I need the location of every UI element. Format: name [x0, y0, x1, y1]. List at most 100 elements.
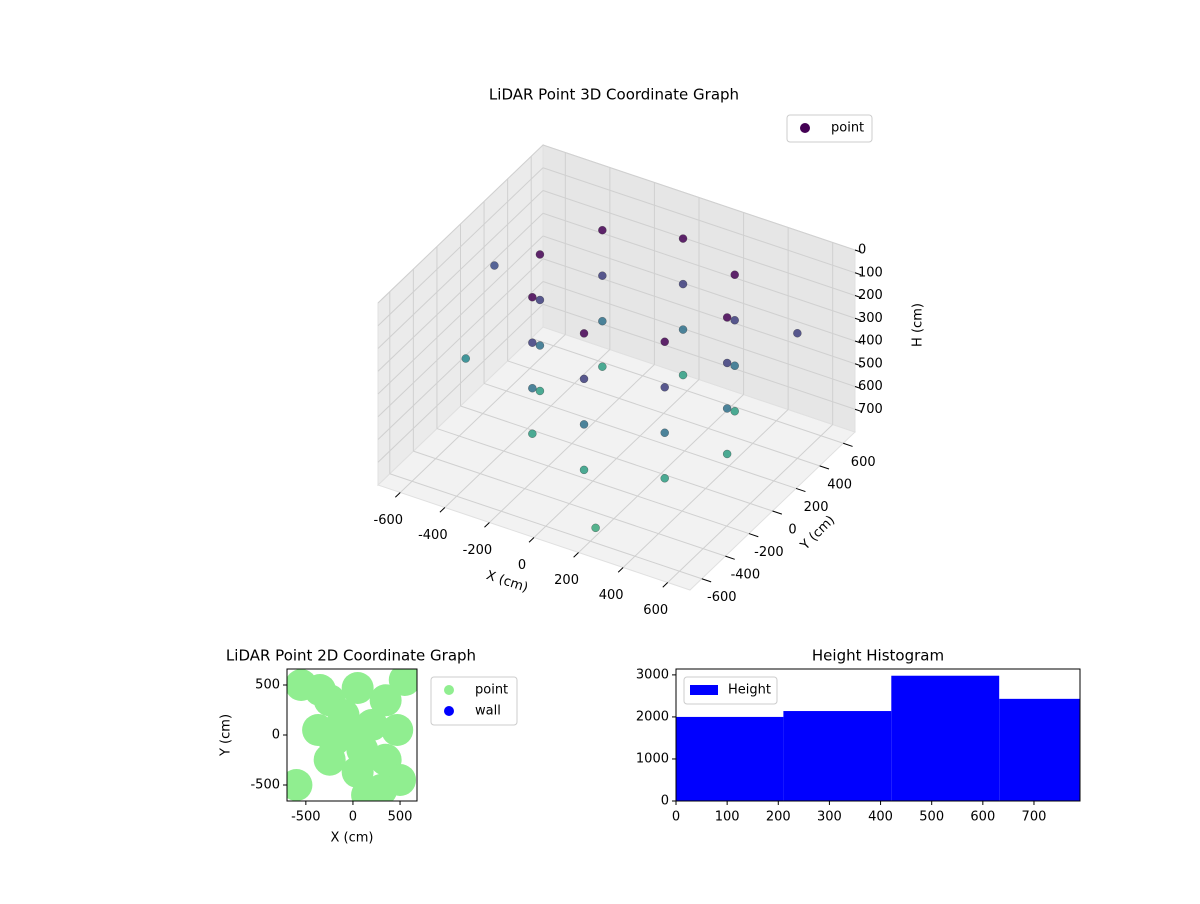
x-tick [394, 492, 401, 498]
legend-label: point [475, 683, 508, 698]
bar [676, 716, 784, 801]
y-tick-label: 0 [272, 728, 280, 743]
point [722, 404, 732, 413]
x-tick [617, 567, 624, 573]
point [388, 669, 417, 696]
point [660, 383, 669, 392]
x-tick [484, 522, 490, 528]
grid-line [542, 144, 856, 251]
point [730, 361, 739, 370]
legend-box [786, 114, 873, 143]
point [341, 672, 374, 704]
z-tick-label: 0 [858, 243, 866, 258]
x-tick-label: 0 [349, 810, 357, 825]
point [528, 293, 537, 302]
axes-frame [675, 668, 1081, 802]
y-tick-label: 600 [851, 455, 876, 470]
point [660, 474, 669, 483]
y-tick-label: 1000 [636, 751, 669, 766]
point [535, 341, 545, 350]
point [528, 429, 537, 438]
point [369, 684, 402, 717]
x-tick-label: 200 [766, 810, 791, 825]
z-tick-label: 600 [858, 379, 883, 394]
bar [999, 698, 1080, 801]
x-tick [528, 537, 535, 543]
point [287, 769, 313, 801]
grid-line [377, 303, 544, 463]
y-tick-label: 0 [788, 523, 796, 538]
x-tick-label: -500 [291, 810, 321, 825]
z-tick [854, 249, 862, 253]
legend-label: Height [728, 683, 771, 698]
point [730, 316, 739, 325]
point [535, 386, 545, 396]
y-tick [843, 442, 853, 447]
legend-marker [800, 123, 810, 133]
grid-line [542, 167, 856, 274]
grid-line [377, 144, 544, 304]
grid-line [377, 281, 544, 440]
point [660, 337, 669, 346]
point [303, 674, 336, 706]
z-tick [854, 272, 862, 276]
grid-line [483, 382, 797, 489]
point [722, 313, 732, 322]
y-tick-label: 500 [255, 678, 280, 693]
grid-line [542, 212, 856, 319]
grid-line [389, 473, 702, 580]
z-tick [854, 317, 862, 321]
point [730, 407, 739, 416]
y-tick-label: -400 [731, 568, 761, 583]
grid-line [542, 258, 856, 365]
point [678, 325, 688, 334]
grid-line [413, 450, 726, 557]
x-tick-label: -200 [463, 543, 493, 558]
x-tick-label: 200 [554, 573, 579, 588]
point [528, 338, 537, 347]
x-tick-label: 500 [919, 810, 944, 825]
x-tick-label: 0 [518, 558, 526, 573]
x-tick [573, 552, 579, 558]
x-tick-label: 600 [970, 810, 995, 825]
grid-line [377, 258, 544, 418]
z-tick [854, 340, 862, 344]
y-tick-label: 400 [827, 477, 852, 492]
point [461, 354, 470, 363]
grid-line [377, 212, 544, 372]
y-tick-label: -600 [707, 590, 737, 605]
x-tick-label: -400 [418, 528, 448, 543]
legend-swatch [690, 685, 718, 695]
grid-line [377, 167, 544, 327]
grid-line [507, 360, 820, 467]
grid-line [377, 235, 544, 395]
y-axis-label: Y (cm) [797, 513, 838, 554]
point [490, 261, 499, 270]
x-tick [662, 582, 669, 588]
x-tick-label: 400 [868, 810, 893, 825]
x-tick [439, 507, 446, 513]
point [598, 226, 607, 235]
z-tick-label: 100 [858, 265, 883, 280]
y-tick [795, 487, 806, 493]
point [579, 329, 589, 338]
x-tick-label: 0 [672, 810, 680, 825]
y-tick-label: 200 [804, 500, 829, 515]
y-axis-label: Y (cm) [219, 714, 234, 757]
x-tick-label: 600 [643, 603, 668, 618]
point [591, 523, 600, 533]
y-tick-label: -500 [250, 778, 280, 793]
point [579, 420, 589, 429]
legend-box [683, 676, 778, 705]
grid-line [542, 281, 856, 387]
point [793, 329, 802, 338]
point [722, 449, 732, 459]
z-tick [854, 386, 862, 390]
y-tick [772, 510, 783, 515]
z-tick-label: 400 [858, 334, 883, 349]
point [579, 374, 589, 384]
x-tick-label: 400 [599, 588, 624, 603]
y-tick-label: 3000 [636, 667, 669, 682]
y-tick [701, 578, 712, 583]
